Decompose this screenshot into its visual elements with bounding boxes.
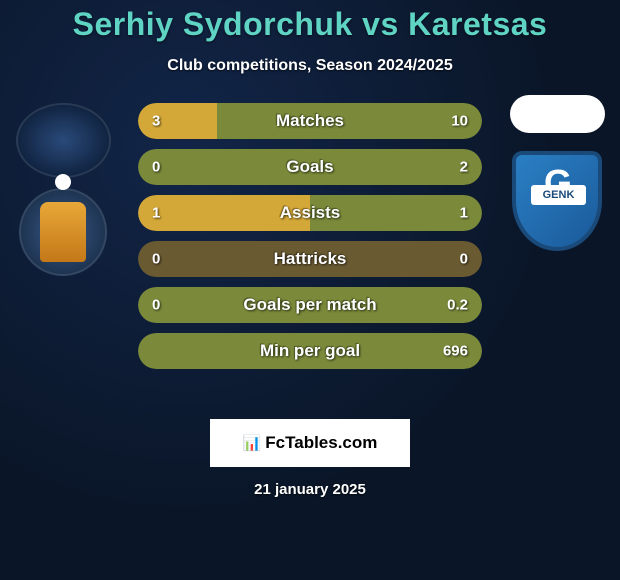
stat-bar-left	[138, 103, 217, 139]
right-player-avatar	[510, 95, 605, 133]
genk-shield-icon: G GENK	[512, 151, 602, 251]
stat-row: 0 Goals 2	[138, 149, 482, 185]
stat-value-right: 1	[460, 205, 468, 222]
emblem-icon	[40, 202, 86, 262]
brand-badge: 📊 FcTables.com	[210, 419, 410, 467]
ball-icon	[55, 174, 71, 190]
stat-value-right: 696	[443, 343, 468, 360]
stat-value-left: 0	[152, 297, 160, 314]
right-club-badge: G GENK	[507, 151, 607, 261]
subtitle: Club competitions, Season 2024/2025	[0, 57, 620, 75]
stat-value-right: 2	[460, 159, 468, 176]
stat-row: 1 Assists 1	[138, 195, 482, 231]
stat-value-left: 1	[152, 205, 160, 222]
stat-value-left: 0	[152, 251, 160, 268]
stat-value-right: 0	[460, 251, 468, 268]
stat-row: Min per goal 696	[138, 333, 482, 369]
genk-label: GENK	[531, 185, 586, 205]
stat-label: Assists	[280, 203, 340, 223]
chart-icon: 📊	[243, 436, 262, 451]
right-player-column: G GENK	[502, 95, 612, 261]
left-player-column	[8, 103, 118, 276]
stat-label: Hattricks	[274, 249, 347, 269]
stat-value-right: 10	[451, 113, 468, 130]
stats-list: 3Matches100Goals21Assists10Hattricks00Go…	[138, 103, 482, 379]
brand-label: FcTables.com	[265, 433, 377, 453]
comparison-area: G GENK 3Matches100Goals21Assists10Hattri…	[0, 103, 620, 403]
stat-row: 0 Goals per match 0.2	[138, 287, 482, 323]
page-title: Serhiy Sydorchuk vs Karetsas	[0, 0, 620, 43]
stat-value-right: 0.2	[447, 297, 468, 314]
left-player-avatar	[16, 103, 111, 178]
stat-value-left: 3	[152, 113, 160, 130]
stat-label: Goals	[286, 157, 333, 177]
stat-label: Min per goal	[260, 341, 360, 361]
stat-label: Matches	[276, 111, 344, 131]
stat-bar-right	[217, 103, 482, 139]
date-label: 21 january 2025	[0, 481, 620, 498]
stat-label: Goals per match	[243, 295, 376, 315]
stat-row: 0 Hattricks 0	[138, 241, 482, 277]
stat-row: 3 Matches 10	[138, 103, 482, 139]
content-container: Serhiy Sydorchuk vs Karetsas Club compet…	[0, 0, 620, 580]
left-club-badge	[19, 188, 107, 276]
stat-value-left: 0	[152, 159, 160, 176]
